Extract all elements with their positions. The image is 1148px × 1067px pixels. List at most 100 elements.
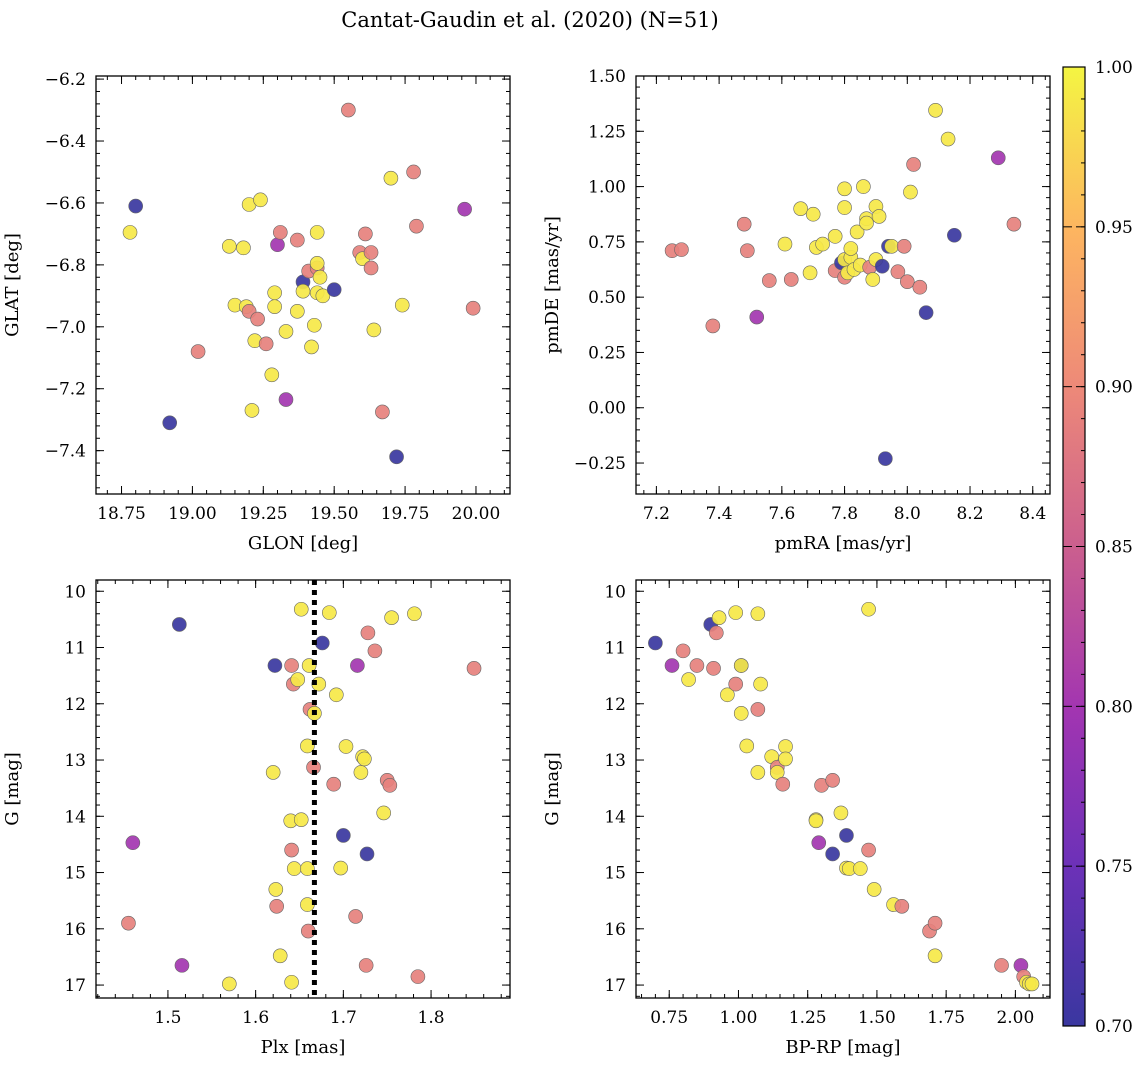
y-tick-label: −6.6 [45,194,86,214]
x-tick-label: 1.5 [154,1008,181,1028]
scatter-point [269,898,284,914]
scatter-point [250,311,265,327]
scatter-point [990,150,1006,166]
scatter-point [808,813,824,829]
x-tick-label: 1.50 [858,1008,896,1028]
x-tick-label: 19.00 [168,504,217,524]
scatter-point [866,882,882,897]
x-tick-label: 1.75 [927,1008,965,1028]
scatter-point [312,269,328,285]
scatter-point [802,265,818,281]
scatter-point [272,948,288,964]
colorbar-tick-label: 0.80 [1095,697,1133,717]
x-tick-label: 7.6 [768,504,795,524]
scatter-point [309,225,325,240]
scatter-point [284,974,299,990]
y-tick-label: 14 [64,807,86,827]
scatter-point [363,245,379,260]
scatter-point [896,238,912,254]
x-tick-label: 1.8 [418,1008,445,1028]
scatter-point [777,236,793,252]
scatter-point [706,661,721,676]
scatter-point [739,738,755,754]
scatter-point [290,304,305,319]
scatter-point [871,209,887,224]
scatter-point [376,805,391,821]
scatter-point [837,200,852,215]
y-axis-label: G [mag] [542,752,563,825]
scatter-point [278,392,294,407]
y-tick-label: 17 [64,976,86,996]
colorbar-tick-label: 0.75 [1095,857,1133,877]
x-tick-label: 20.00 [452,504,501,524]
scatter-point [728,676,743,692]
y-tick-label: 16 [604,920,626,940]
y-tick-label: −7.0 [45,318,86,338]
scatter-points [664,102,1022,466]
scatter-point [366,322,382,338]
scatter-point [837,181,852,197]
scatter-point [861,601,876,617]
scatter-point [270,237,285,253]
colorbar-tick-label: 0.70 [1095,1017,1133,1037]
scatter-point [267,299,282,314]
panel-pmra-pmde: 7.2 7.4 7.6 7.8 8.0 8.2 8.4 −0.25 0.00 0.25 0.50 0.… [542,67,1051,554]
scatter-point [367,643,383,659]
scatter-point [348,909,363,924]
scatter-point [273,225,288,240]
scatter-point [903,184,918,200]
scatter-point [410,969,426,984]
x-tick-label: 18.75 [97,504,146,524]
scatter-point [290,672,306,687]
panel-glon-glat: 18.75 19.00 19.25 19.50 19.75 20.00 −7.4 −7.2 −7… [2,70,511,554]
scatter-point [839,828,854,843]
y-tick-label: 0.50 [588,288,626,308]
x-tick-label: 8.4 [1019,504,1046,524]
y-tick-label: −6.8 [45,256,86,276]
y-tick-label: 1.50 [588,67,626,87]
scatter-point [284,842,299,858]
scatter-point [304,339,319,355]
y-tick-label: 14 [604,807,626,827]
scatter-point [736,216,752,232]
scatter-point [899,274,915,289]
scatter-point [874,258,890,274]
scatter-point [293,601,309,617]
scatter-point [409,218,424,234]
scatter-point [705,318,721,334]
scatter-point [865,272,881,287]
x-tick-label: 19.50 [310,504,359,524]
y-tick-label: 0.75 [588,233,626,253]
scatter-point [314,635,330,651]
scatter-point [918,305,934,320]
scatter-point [128,198,143,214]
scatter-point [307,317,322,333]
x-tick-label: 8.2 [956,504,983,524]
scatter-point [927,915,943,931]
scatter-point [761,273,777,288]
y-tick-label: 15 [64,864,86,884]
y-tick-label: 11 [604,639,626,659]
scatter-point [825,772,840,788]
y-tick-label: −0.25 [574,454,626,474]
scatter-point [927,948,943,964]
scatter-point [1024,976,1040,992]
scatter-point [940,131,956,147]
x-tick-label: 19.75 [381,504,430,524]
scatter-point [912,279,928,295]
scatter-point [947,227,962,243]
scatter-point [264,367,280,383]
y-tick-label: 0.00 [588,399,626,419]
x-axis-label: pmRA [mas/yr] [775,533,912,554]
axes-frame [95,579,511,999]
scatter-point [221,238,237,254]
scatter-point [363,260,379,276]
scatter-point [733,706,749,721]
y-tick-label: 13 [604,751,626,771]
scatter-point [267,285,282,301]
scatter-point [674,242,689,257]
x-tick-label: 1.00 [720,1008,758,1028]
scatter-point [336,828,351,843]
scatter-point [122,225,138,240]
scatter-point [284,658,299,673]
